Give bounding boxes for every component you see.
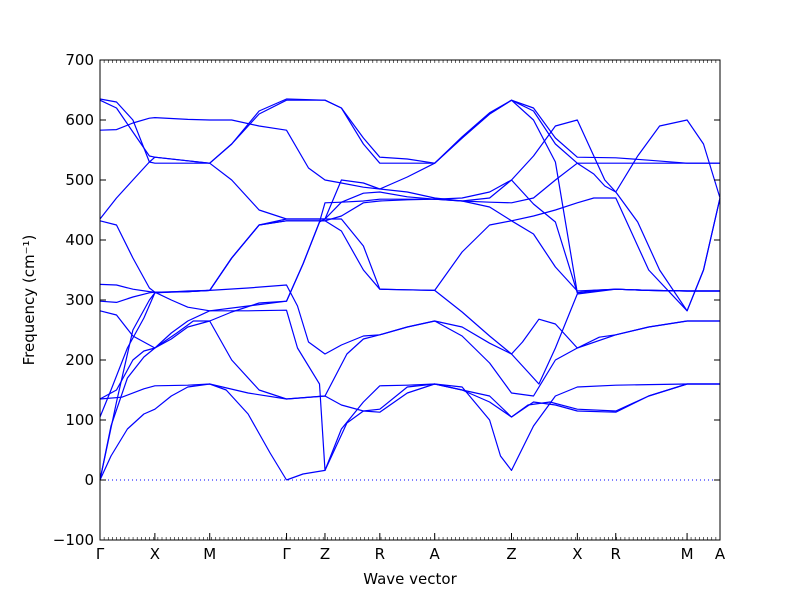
x-tick-label: X bbox=[572, 545, 582, 563]
plot-frame bbox=[99, 59, 721, 541]
x-tick-label: Z bbox=[320, 545, 330, 563]
y-tick-label: −100 bbox=[53, 531, 94, 549]
x-tick-label: X bbox=[150, 545, 160, 563]
y-axis: −100 0 100 200 300 400 500 600 700 bbox=[53, 51, 720, 549]
y-tick-label: 700 bbox=[65, 51, 94, 69]
x-tick-label: Γ bbox=[282, 545, 291, 563]
y-tick-label: 200 bbox=[65, 351, 94, 369]
y-tick-label: 0 bbox=[84, 471, 94, 489]
x-tick-label: M bbox=[203, 545, 216, 563]
y-tick-label: 100 bbox=[65, 411, 94, 429]
x-tick-label: A bbox=[430, 545, 441, 563]
phonon-band-15 bbox=[99, 98, 720, 294]
y-tick-label: 600 bbox=[65, 111, 94, 129]
phonon-band-3 bbox=[99, 309, 720, 481]
phonon-band-14 bbox=[99, 99, 721, 199]
y-tick-label: 300 bbox=[65, 291, 94, 309]
series-group bbox=[99, 98, 721, 481]
phonon-band-9 bbox=[99, 162, 720, 312]
y-tick-label: 400 bbox=[65, 231, 94, 249]
x-tick-label: R bbox=[375, 545, 385, 563]
x-tick-label: A bbox=[715, 545, 726, 563]
phonon-band-6 bbox=[99, 320, 720, 400]
x-tick-label: R bbox=[611, 545, 621, 563]
y-tick-label: 500 bbox=[65, 171, 94, 189]
phonon-band-7 bbox=[99, 383, 720, 418]
phonon-band-8 bbox=[99, 218, 720, 355]
x-axis-label: Wave vector bbox=[363, 570, 457, 588]
plot-area bbox=[100, 60, 720, 540]
phonon-band-13 bbox=[99, 99, 720, 190]
x-tick-label: Γ bbox=[96, 545, 105, 563]
phonon-band-1 bbox=[99, 383, 288, 481]
phonon-band-11 bbox=[99, 197, 721, 312]
y-axis-label: Frequency (cm⁻¹) bbox=[20, 235, 38, 366]
x-tick-label: M bbox=[681, 545, 694, 563]
x-tick-label: Z bbox=[506, 545, 516, 563]
phonon-band-2 bbox=[286, 383, 720, 481]
